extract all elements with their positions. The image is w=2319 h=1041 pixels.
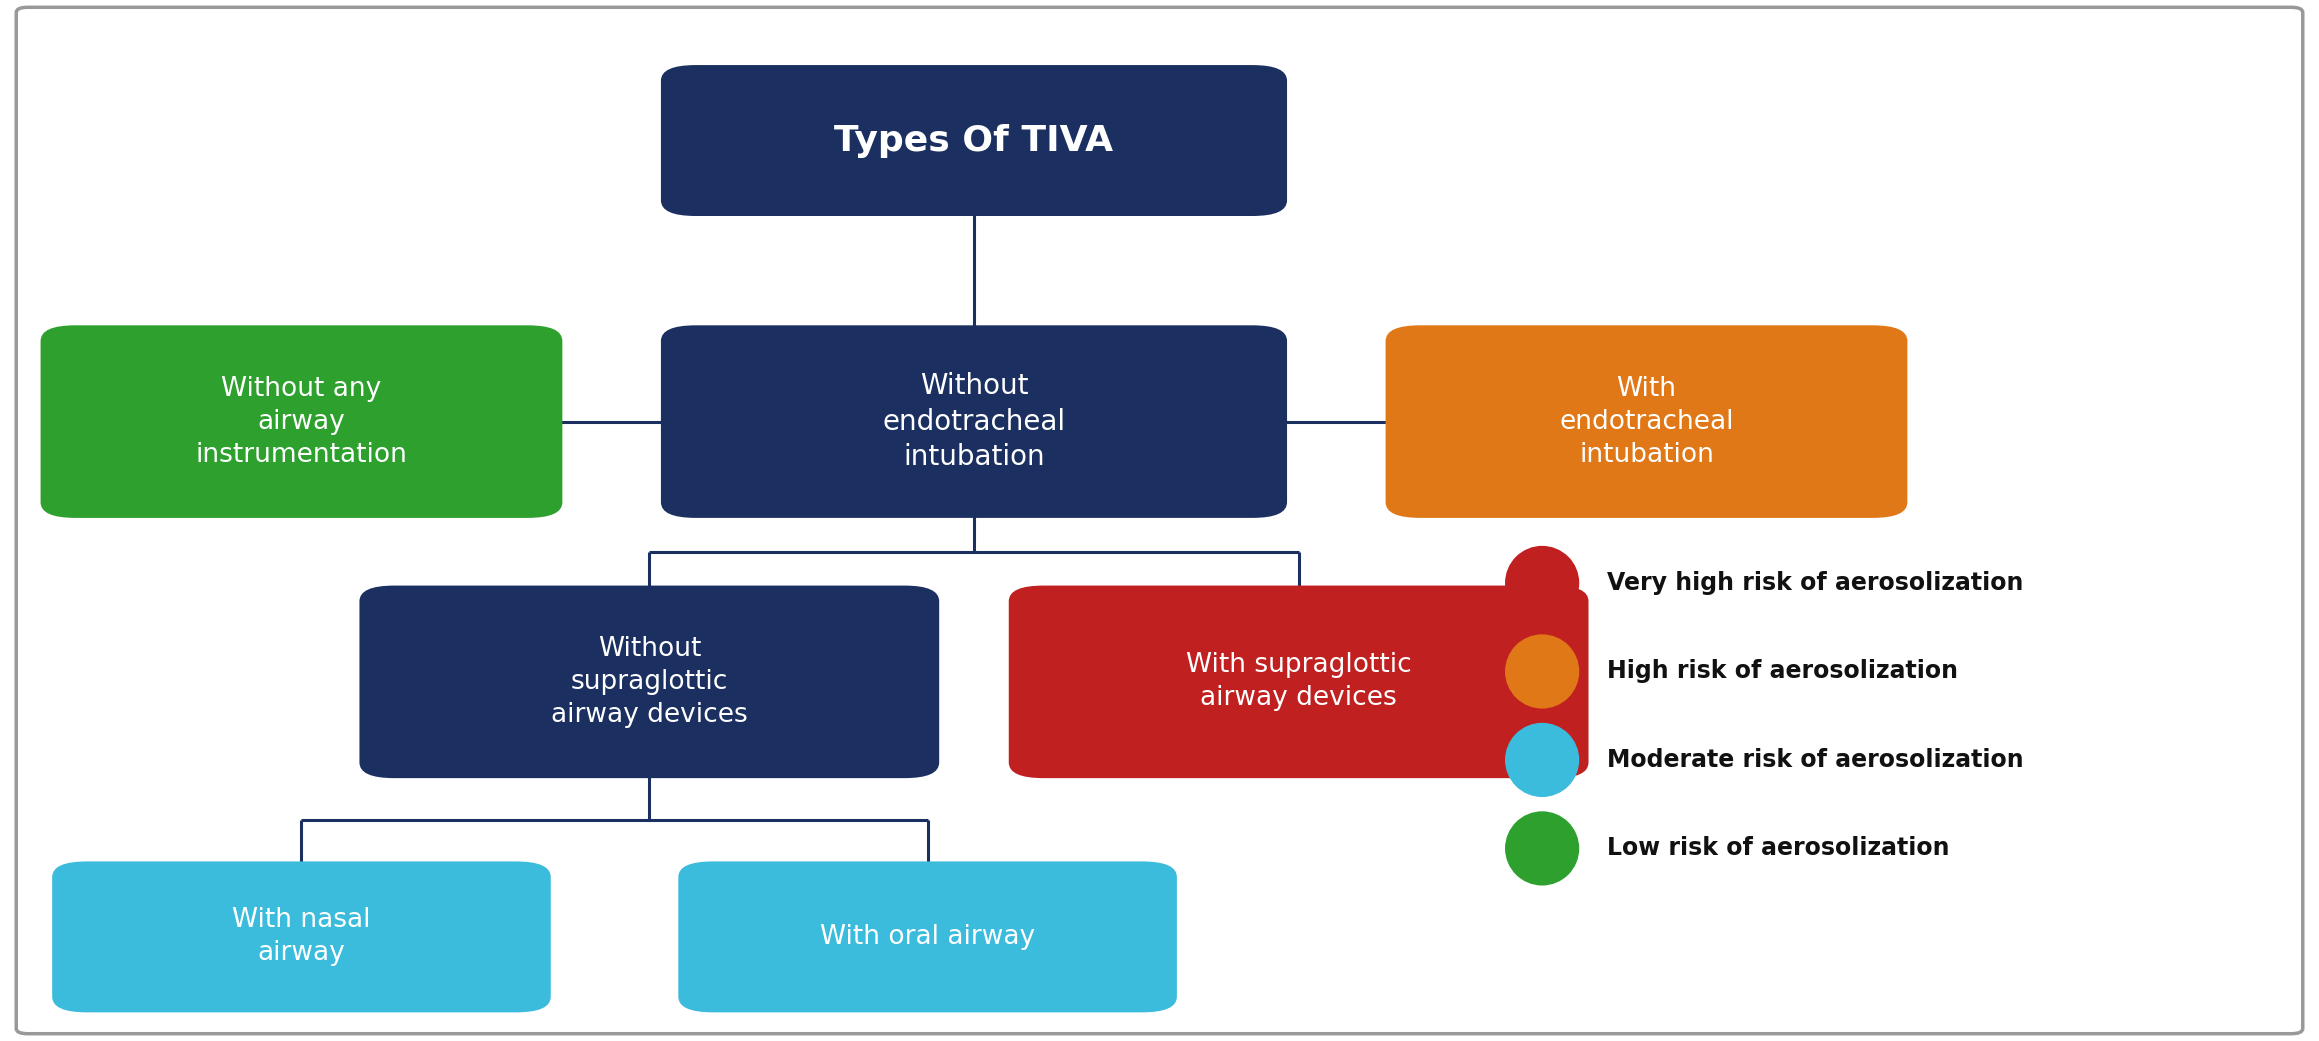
FancyBboxPatch shape xyxy=(1384,325,1906,518)
Text: High risk of aerosolization: High risk of aerosolization xyxy=(1607,659,1957,684)
Text: Without
endotracheal
intubation: Without endotracheal intubation xyxy=(884,372,1064,472)
Ellipse shape xyxy=(1505,811,1579,886)
FancyBboxPatch shape xyxy=(42,325,561,518)
Text: Without any
airway
instrumentation: Without any airway instrumentation xyxy=(195,376,408,467)
Text: Very high risk of aerosolization: Very high risk of aerosolization xyxy=(1607,570,2024,595)
Ellipse shape xyxy=(1505,545,1579,620)
FancyBboxPatch shape xyxy=(661,325,1287,518)
Text: With supraglottic
airway devices: With supraglottic airway devices xyxy=(1185,653,1412,711)
Text: With oral airway: With oral airway xyxy=(821,924,1034,949)
FancyBboxPatch shape xyxy=(661,65,1287,217)
FancyBboxPatch shape xyxy=(16,7,2303,1034)
Text: With
endotracheal
intubation: With endotracheal intubation xyxy=(1558,376,1735,467)
Text: Without
supraglottic
airway devices: Without supraglottic airway devices xyxy=(552,636,747,728)
Text: Types Of TIVA: Types Of TIVA xyxy=(835,124,1113,157)
Text: Moderate risk of aerosolization: Moderate risk of aerosolization xyxy=(1607,747,2024,772)
Ellipse shape xyxy=(1505,634,1579,709)
FancyBboxPatch shape xyxy=(359,585,939,779)
Text: With nasal
airway: With nasal airway xyxy=(232,908,371,966)
FancyBboxPatch shape xyxy=(679,862,1176,1012)
FancyBboxPatch shape xyxy=(1009,585,1589,779)
Ellipse shape xyxy=(1505,722,1579,797)
Text: Low risk of aerosolization: Low risk of aerosolization xyxy=(1607,836,1950,861)
FancyBboxPatch shape xyxy=(53,862,552,1012)
